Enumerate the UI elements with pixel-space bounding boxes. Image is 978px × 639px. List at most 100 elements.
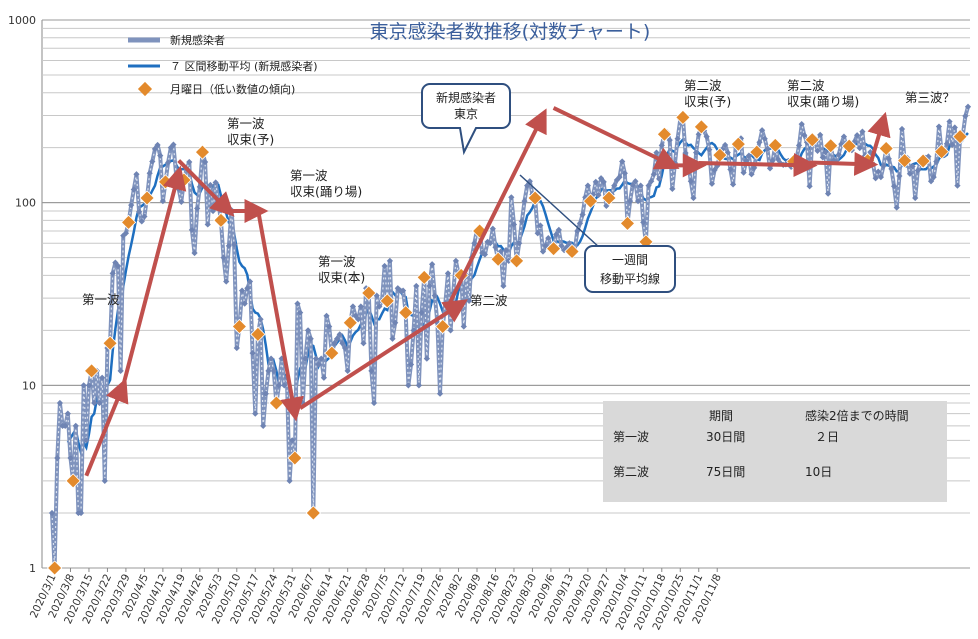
legend-label-ma: ７ 区間移動平均 (新規感染者) [170, 59, 318, 73]
daily-point [447, 327, 454, 334]
annotations: 第一波第一波収束(予)第一波収束(踊り場)第一波収束(本)第二波第二波収束(予)… [82, 78, 955, 308]
daily-point [413, 282, 420, 290]
trend-arrow [698, 153, 818, 178]
monday-marker [65, 473, 81, 489]
monday-marker [194, 144, 211, 160]
summary-header-doubling: 感染2倍までの時間 [805, 408, 909, 423]
annotation-a3: 第一波 [290, 168, 328, 183]
trend-arrow [121, 165, 187, 386]
monday-marker [268, 395, 285, 411]
monday-marker [102, 335, 118, 351]
summary-header-period: 期間 [709, 409, 733, 423]
daily-point [207, 181, 214, 189]
monday-marker [324, 345, 340, 361]
trend-arrow [299, 299, 468, 410]
daily-point [267, 355, 275, 362]
monday-marker [416, 269, 432, 286]
summary-row2-period: 75日間 [706, 465, 745, 479]
monday-marker [730, 136, 746, 152]
daily-point [460, 323, 467, 330]
daily-point [360, 340, 367, 347]
daily-point [302, 355, 309, 362]
trend-arrow [84, 377, 129, 477]
monday-marker [527, 190, 543, 206]
daily-point [415, 382, 423, 389]
callout-ma-line2: 移動平均線 [600, 271, 660, 286]
daily-point [336, 331, 343, 338]
summary-table: 期間 感染2倍までの時間 第一波 30日間 ２日 第二波 75日間 10日 [603, 401, 947, 502]
summary-row2-doubling: 10日 [805, 465, 832, 479]
monday-marker [656, 126, 673, 142]
daily-point [339, 340, 346, 347]
daily-point [170, 141, 177, 148]
annotation-a6: 第二波 [684, 78, 722, 93]
daily-point [399, 287, 407, 294]
trend-arrow [552, 106, 680, 170]
y-tick-label: 1 [29, 562, 36, 575]
summary-table-bg [603, 401, 947, 502]
daily-point [376, 303, 383, 310]
daily-point [307, 335, 314, 342]
daily-point [252, 410, 259, 417]
daily-point [194, 205, 201, 212]
annotation-a8: 第三波？ [905, 90, 955, 105]
trend-arrow [446, 108, 547, 308]
daily-point [407, 361, 415, 368]
callout-ma-line1: 一週間 [612, 253, 648, 267]
daily-point [146, 170, 153, 177]
trend-arrow [255, 208, 304, 422]
daily-point [312, 355, 320, 362]
annotation-a1: 第一波 [82, 292, 120, 307]
monday-marker [897, 152, 913, 169]
daily-point [508, 194, 515, 201]
daily-point [270, 367, 277, 374]
annotation-a4: 収束(本) [318, 270, 365, 285]
trend-arrow [867, 111, 891, 165]
daily-point [481, 251, 489, 258]
daily-point [157, 152, 164, 159]
daily-point [370, 399, 378, 407]
daily-point [368, 367, 375, 374]
summary-row1-doubling: ２日 [815, 430, 839, 444]
daily-point [389, 335, 396, 342]
chart-title: 東京感染者数推移(対数チャート) [370, 21, 651, 43]
daily-point [262, 390, 269, 397]
daily-point [204, 221, 211, 228]
daily-point [231, 241, 238, 248]
daily-point [349, 303, 357, 310]
monday-marker [361, 285, 377, 301]
daily-point [423, 355, 430, 362]
monday-marker [213, 212, 229, 229]
daily-point [429, 261, 436, 268]
daily-point [386, 257, 394, 265]
annotation-a3: 収束(踊り場) [290, 184, 362, 199]
daily-point [357, 303, 364, 310]
legend-label-daily: 新規感染者 [170, 33, 225, 47]
trend-arrow [809, 151, 879, 176]
grid [41, 19, 970, 569]
y-axis-ticks: 1 10 100 1000 [8, 14, 36, 575]
daily-point [130, 186, 137, 193]
daily-point [260, 422, 267, 429]
daily-point [444, 270, 452, 277]
monday-marker [952, 128, 968, 145]
daily-point [341, 344, 349, 352]
daily-point [201, 158, 209, 166]
daily-point [452, 257, 459, 265]
daily-point [165, 159, 172, 166]
monday-marker [915, 153, 931, 169]
monday-marker [712, 147, 728, 163]
daily-point [355, 316, 362, 323]
monday-marker [47, 560, 63, 576]
monday-marker [398, 305, 414, 321]
daily-point [281, 382, 288, 389]
monday-marker [823, 138, 839, 154]
daily-point [275, 382, 283, 389]
daily-point [265, 367, 272, 374]
summary-row2-label: 第二波 [613, 465, 649, 479]
daily-point [138, 218, 145, 225]
daily-point [191, 249, 198, 257]
summary-row1-period: 30日間 [706, 430, 745, 444]
monday-marker [545, 241, 562, 257]
